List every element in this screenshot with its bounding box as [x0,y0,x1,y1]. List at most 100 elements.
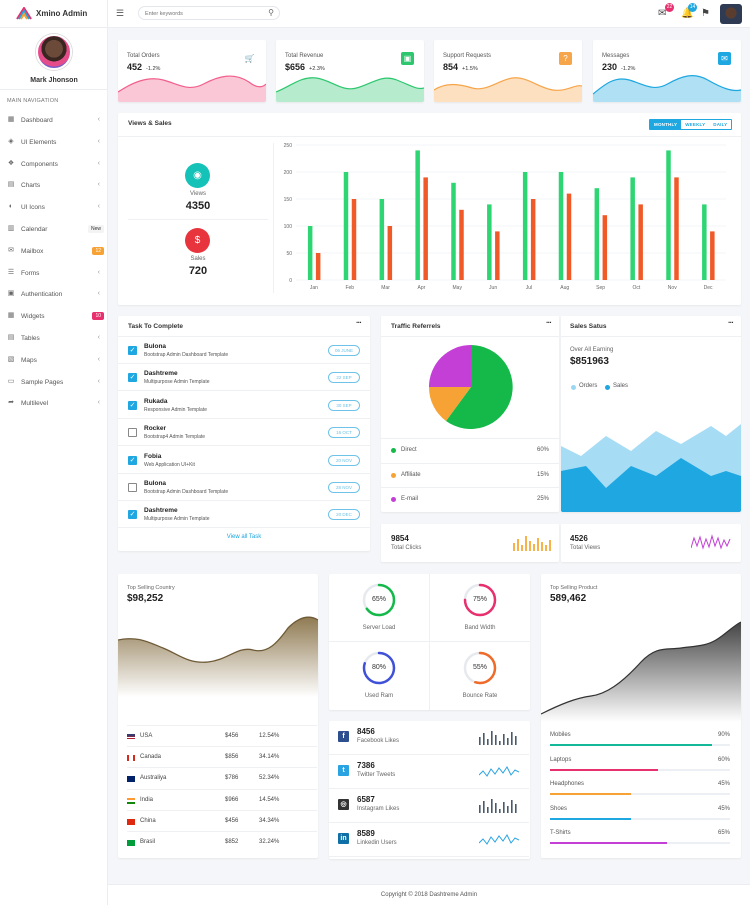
earning-value: $851963 [570,356,609,367]
country-name: China [140,817,156,824]
bar-nov-1 [666,150,671,280]
task-row: ✓ Bulona Bootstrap Admin Dashboard Templat… [118,337,370,364]
product-value: 45% [717,781,730,788]
country-row: India $966 14.54% [127,788,317,810]
sidebar-item-dashboard[interactable]: ▦ Dashboard ‹ [0,110,108,131]
bar-feb-2 [351,199,357,280]
layers-icon: ◈ [8,137,14,145]
sidebar-item-mailbox[interactable]: ✉ Mailbox 12 [0,241,108,262]
task-checkbox[interactable]: ✓ [128,455,137,465]
country-table: USA $456 12.54% Canada $856 34.14% Australiya $… [118,725,318,853]
social-row: f 8456 Facebook Likes [329,721,529,755]
gauge-arc [362,583,396,617]
task-name: Bulona [144,343,167,350]
gauge-used-ram: 80% Used Ram [329,642,429,709]
task-checkbox[interactable]: ✓ [128,510,137,520]
product-row: Laptops 60% [550,757,730,781]
view-all-tasks-link[interactable]: View all Task [226,534,262,540]
stat-value-row: 230 -1.2% [602,62,635,72]
sidebar-item-forms[interactable]: ☰ Forms ‹ [0,263,108,284]
sidebar-item-sample-pages[interactable]: ▭ Sample Pages ‹ [0,372,108,393]
more-icon[interactable]: ··· [728,318,734,327]
country-name: Australiya [140,775,167,782]
flag-icon[interactable]: ⚑ [701,8,710,19]
bar-jul-2 [530,199,536,280]
sidebar-item-label: Maps [21,356,37,364]
sidebar-item-tables[interactable]: ▤ Tables ‹ [0,328,108,349]
stat-card-total-orders: Total Orders 452 -1.2% 🛒 [118,40,266,102]
task-checkbox[interactable] [128,483,137,492]
social-value: 8589 [357,829,375,838]
bell-icon[interactable]: 🔔 [681,8,694,19]
country-name: India [140,796,154,803]
period-daily-button[interactable]: DAILY [713,122,728,127]
product-row: T-Shirts 65% [550,830,730,854]
search-icon[interactable]: ⚲ [268,8,274,17]
period-weekly-button[interactable]: WEEKLY [685,122,706,127]
task-row: ✓ Dashtreme Multipurpose Admin Template 20 … [118,501,370,529]
user-avatar[interactable] [720,4,742,24]
sidebar-item-widgets[interactable]: ▦ Widgets 10 [0,306,108,327]
task-checkbox[interactable]: ✓ [128,400,137,410]
traffic-legend: Direct 60% Affiliate 15% E-mail 25% [381,438,559,512]
task-checkbox[interactable] [128,428,137,438]
legend-dot [391,472,396,478]
bar-may-2 [459,209,464,280]
sidebar-item-components[interactable]: ❖ Components ‹ [0,154,108,175]
sidebar-item-calendar[interactable]: ▥ Calendar New [0,219,108,240]
card-title: Sales Satus [570,323,607,330]
nav-section-label: MAIN NAVIGATION [7,98,59,104]
sidebar-item-ui-icons[interactable]: ◐ UI Icons ‹ [0,197,108,218]
views-sales-bar-chart: 0 50 100 150 200 250 Jan Feb Mar Apr May Jun Jul Aug S… [284,143,726,291]
bar-aug-2 [566,193,572,280]
total-clicks-value: 9854 [391,534,409,543]
twitter-icon[interactable]: t [338,765,349,776]
gauge-arc [463,651,497,685]
divider [128,219,268,220]
sidebar-item-charts[interactable]: ▤ Charts ‹ [0,175,108,196]
progress-fill [550,793,631,796]
period-monthly-button[interactable]: MONTHLY [650,120,682,129]
y-tick-label: 150 [284,197,293,203]
progress-track [550,817,730,820]
x-tick-label: Sep [596,285,605,291]
bar-jul-1 [522,172,528,280]
wave-line [593,75,741,95]
sidebar-item-multilevel[interactable]: ➦ Multilevel ‹ [0,393,108,414]
search-input[interactable] [145,9,255,18]
total-views-value: 4526 [570,534,588,543]
stat-value: 854 [443,62,459,72]
more-icon[interactable]: ··· [546,318,552,327]
facebook-icon[interactable]: f [338,731,349,742]
chevron-left-icon: ‹ [97,159,100,167]
mail-count-badge: 22 [665,3,674,12]
more-icon[interactable]: ··· [356,318,362,327]
stat-value: $656 [285,62,306,72]
task-checkbox[interactable]: ✓ [128,346,137,355]
pie-slice-email [429,345,471,387]
flag-icon [127,797,135,804]
mail-icon[interactable]: ✉ [658,8,667,19]
instagram-icon[interactable]: ◎ [338,799,349,810]
stat-wave-chart [434,77,582,102]
x-tick-label: Jan [310,285,318,291]
linkedin-icon[interactable]: in [338,833,349,844]
sidebar-item-ui-elements[interactable]: ◈ UI Elements ‹ [0,132,108,153]
progress-track [550,842,730,845]
social-label: Twitter Tweets [357,772,396,778]
sidebar-item-maps[interactable]: ▧ Maps ‹ [0,350,108,371]
gauge-value: 80% [371,664,386,671]
menu-toggle-icon[interactable]: ☰ [116,8,125,18]
views-label: Views [190,191,206,197]
product-total-value: 589,462 [550,593,587,604]
share-icon: ➦ [8,399,14,407]
sidebar-badge: 10 [92,312,104,321]
sidebar-item-authentication[interactable]: ▣ Authentication ‹ [0,284,108,305]
pie-slice-affiliate [428,387,471,421]
country-amount: $456 [225,733,239,739]
task-checkbox[interactable]: ✓ [128,373,137,383]
avatar[interactable] [36,34,72,70]
bar-mar-2 [387,226,393,280]
bar-jun-2 [495,231,500,280]
brand[interactable]: Xmino Admin [0,0,108,28]
